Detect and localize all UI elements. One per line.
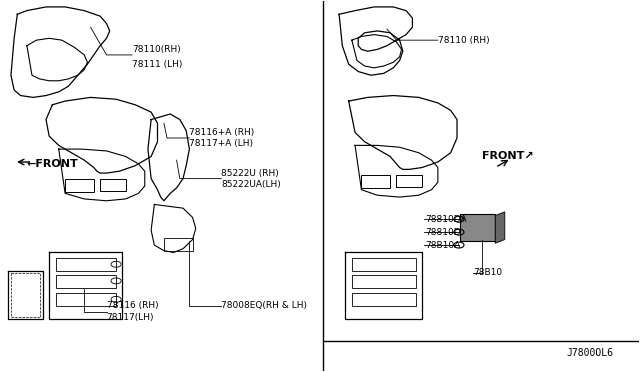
Text: 78111 (LH): 78111 (LH) <box>132 60 182 69</box>
Text: 78110(RH): 78110(RH) <box>132 45 180 54</box>
Text: 78116 (RH): 78116 (RH) <box>106 301 158 311</box>
Text: 85222U (RH): 85222U (RH) <box>221 169 279 177</box>
Text: 85222UA(LH): 85222UA(LH) <box>221 180 281 189</box>
Text: 78B10A: 78B10A <box>425 241 460 250</box>
Text: 78117+A (LH): 78117+A (LH) <box>189 139 253 148</box>
Text: 78116+A (RH): 78116+A (RH) <box>189 128 255 137</box>
Text: J7800OL6: J7800OL6 <box>566 348 613 358</box>
Polygon shape <box>495 212 505 243</box>
Text: 78810DA: 78810DA <box>425 215 467 224</box>
Polygon shape <box>460 214 495 241</box>
Text: ←FRONT: ←FRONT <box>27 159 79 169</box>
Text: 78117(LH): 78117(LH) <box>106 312 154 321</box>
Text: 78110 (RH): 78110 (RH) <box>438 36 490 45</box>
Text: 78810D: 78810D <box>425 228 461 237</box>
Text: FRONT↗: FRONT↗ <box>483 151 534 161</box>
Text: 78008EQ(RH & LH): 78008EQ(RH & LH) <box>221 301 307 311</box>
Text: 78B10: 78B10 <box>473 268 502 277</box>
